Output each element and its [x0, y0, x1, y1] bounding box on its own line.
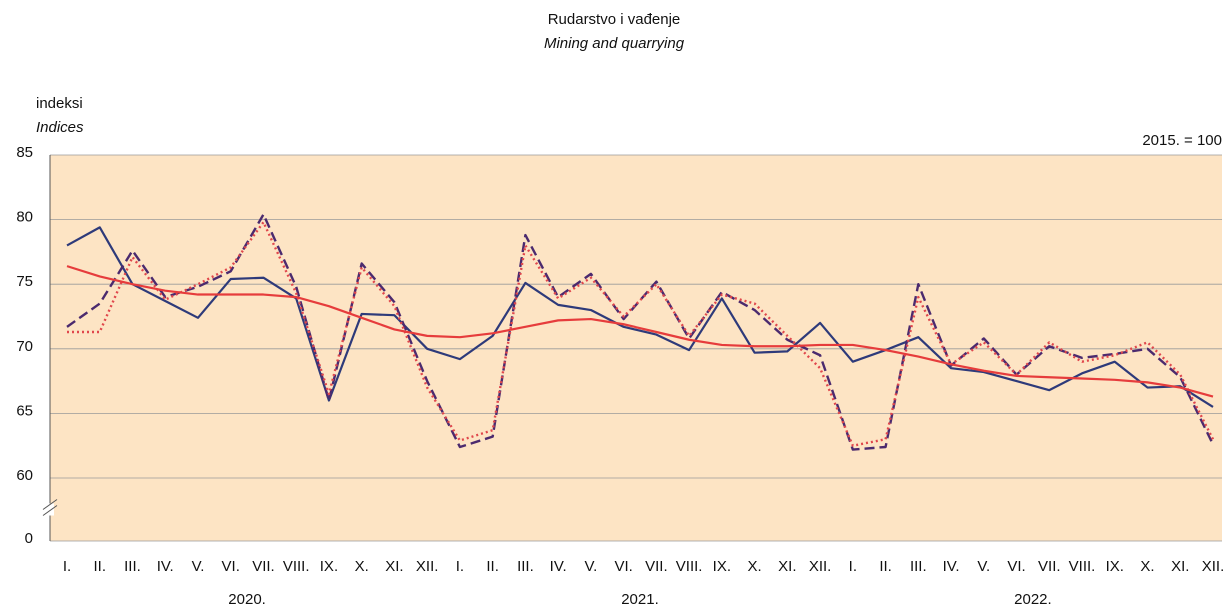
x-tick-label: III.: [517, 558, 534, 575]
x-tick-label: IX.: [1106, 558, 1124, 575]
y-tick-label: 70: [16, 338, 33, 355]
y-tick-label: 85: [16, 144, 33, 161]
y-tick-label: 80: [16, 209, 33, 226]
x-tick-label: I.: [456, 558, 464, 575]
x-tick-label: VIII.: [676, 558, 703, 575]
annotation: 2015. = 100: [1142, 132, 1222, 149]
x-tick-label: XI.: [778, 558, 796, 575]
x-tick-label: VII.: [645, 558, 668, 575]
x-tick-label: VIII.: [283, 558, 310, 575]
x-tick-label: V.: [584, 558, 597, 575]
x-tick-label: XI.: [385, 558, 403, 575]
year-label: 2022.: [1014, 591, 1052, 608]
x-tick-label: III.: [910, 558, 927, 575]
axis-break-gap: [46, 503, 54, 516]
y-tick-label: 75: [16, 273, 33, 290]
line-series: [66, 226, 1214, 408]
x-tick-label: VII.: [1038, 558, 1061, 575]
axis-break: [42, 505, 58, 516]
x-tick-label: V.: [192, 558, 205, 575]
x-tick-label: VI.: [1007, 558, 1025, 575]
x-tick-label: XII.: [809, 558, 832, 575]
x-tick-label: XII.: [1202, 558, 1225, 575]
x-tick-label: VI.: [614, 558, 632, 575]
x-tick-label: IX.: [320, 558, 338, 575]
x-tick-label: IV.: [157, 558, 174, 575]
x-tick-label: VI.: [222, 558, 240, 575]
year-label: 2020.: [228, 591, 266, 608]
x-tick-label: IV.: [943, 558, 960, 575]
x-tick-label: III.: [124, 558, 141, 575]
x-tick-label: II.: [93, 558, 106, 575]
y-tick-label: 65: [16, 402, 33, 419]
x-tick-label: X.: [1140, 558, 1154, 575]
x-tick-label: II.: [486, 558, 499, 575]
x-tick-label: II.: [879, 558, 892, 575]
year-label: 2021.: [621, 591, 659, 608]
x-tick-label: V.: [977, 558, 990, 575]
x-tick-label: XII.: [416, 558, 439, 575]
x-tick-label: X.: [355, 558, 369, 575]
y-tick-label: 0: [25, 530, 33, 547]
x-tick-label: X.: [748, 558, 762, 575]
y-tick-label: 60: [16, 467, 33, 484]
x-tick-label: IV.: [550, 558, 567, 575]
chart-subtitle: Mining and quarrying: [544, 35, 685, 52]
x-tick-label: XI.: [1171, 558, 1189, 575]
x-tick-label: IX.: [713, 558, 731, 575]
chart-title: Rudarstvo i vađenje: [548, 11, 681, 28]
x-tick-label: I.: [849, 558, 857, 575]
x-tick-label: VII.: [252, 558, 275, 575]
x-tick-label: VIII.: [1069, 558, 1096, 575]
x-tick-label: I.: [63, 558, 71, 575]
line-series: [66, 265, 1214, 398]
axis-break: [42, 499, 58, 510]
y-axis-label-en: Indices: [36, 119, 84, 136]
y-axis-label: indeksi: [36, 95, 83, 112]
